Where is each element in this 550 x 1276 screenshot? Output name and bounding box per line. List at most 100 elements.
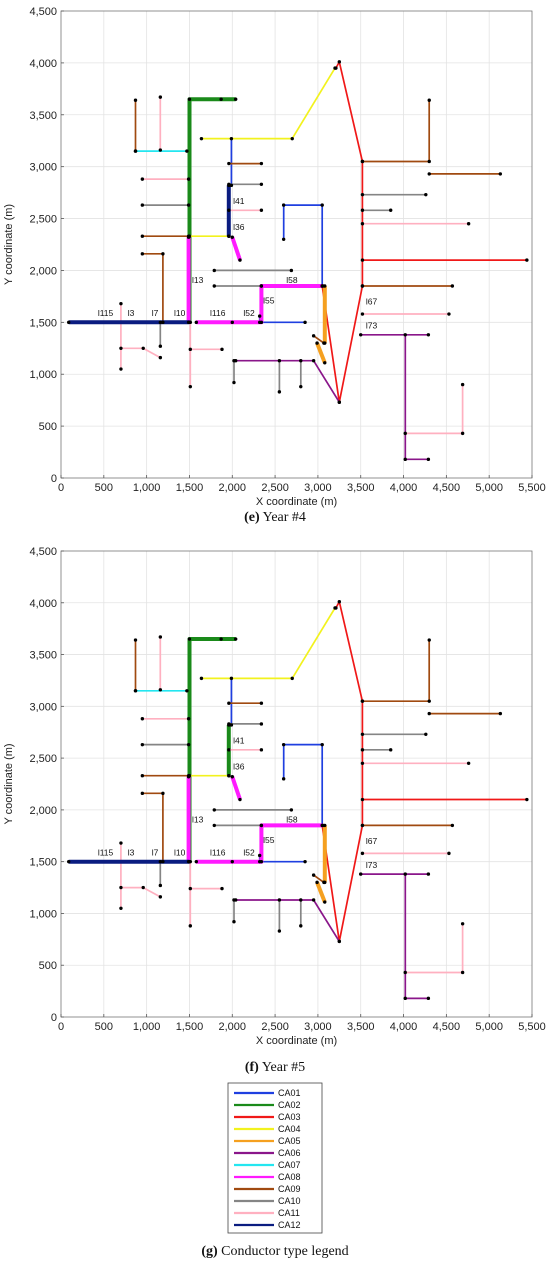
network-node	[303, 320, 307, 325]
network-node	[427, 638, 431, 642]
y-tick-label: 4,000	[29, 58, 57, 70]
network-node	[119, 367, 123, 371]
network-node	[158, 688, 163, 692]
network-node	[360, 192, 365, 197]
network-node	[119, 841, 123, 845]
y-tick-label: 3,500	[29, 650, 57, 662]
x-tick-label: 3,500	[347, 1021, 375, 1033]
y-tick-label: 3,000	[29, 162, 57, 174]
network-node	[259, 748, 264, 752]
y-tick-label: 4,500	[29, 546, 57, 558]
y-tick-label: 2,500	[29, 214, 57, 226]
branch-label: l58	[286, 275, 298, 285]
series-ca11	[120, 97, 469, 435]
network-node	[299, 359, 303, 363]
conductor-line-ca08	[230, 776, 242, 801]
network-node	[323, 361, 327, 365]
network-node	[119, 346, 123, 350]
series-ca11	[120, 637, 469, 974]
network-node	[140, 717, 145, 721]
network-node	[403, 333, 407, 337]
network-node	[321, 284, 325, 288]
legend-label: CA08	[278, 1172, 301, 1182]
network-node	[360, 761, 365, 765]
network-node	[360, 748, 365, 752]
legend-entry-ca11: CA11	[234, 1208, 300, 1218]
network-node	[498, 711, 503, 716]
network-node	[360, 159, 365, 164]
network-node	[360, 312, 365, 316]
branch-label: l36	[233, 222, 245, 232]
network-node	[460, 431, 465, 436]
network-node	[426, 872, 431, 876]
network-node	[230, 320, 234, 325]
network-node	[232, 898, 236, 902]
network-node	[389, 208, 393, 212]
network-node	[259, 182, 264, 187]
network-node	[427, 711, 431, 716]
x-tick-label: 4,500	[433, 482, 461, 494]
network-node	[119, 301, 123, 306]
network-node	[161, 320, 165, 325]
network-node	[227, 722, 231, 726]
network-node	[337, 400, 342, 404]
panel-e-year-4: l115 l3 l7 l10 l116 l52 l13 l41 l36 l55 l58 l67 l73 0…	[3, 6, 546, 508]
caption-f: (f) Year #5	[245, 1060, 305, 1075]
network-node	[186, 717, 191, 721]
x-tick-label: 4,000	[390, 482, 418, 494]
x-tick-label: 1,000	[133, 1021, 161, 1033]
x-tick-label: 5,500	[518, 482, 546, 494]
legend-entry-ca10: CA10	[234, 1196, 301, 1206]
network-node	[427, 98, 431, 102]
y-tick-label: 1,000	[29, 369, 57, 381]
y-tick-label: 1,500	[29, 317, 57, 329]
x-tick-label: 500	[95, 482, 113, 494]
network-node	[277, 359, 282, 363]
branch-label: l55	[263, 835, 275, 845]
x-tick-label: 2,500	[261, 1021, 289, 1033]
network-node	[140, 234, 145, 238]
conductor-line-ca09	[313, 335, 325, 344]
legend-label: CA06	[278, 1148, 301, 1158]
network-node	[158, 344, 163, 348]
legend-entry-ca04: CA04	[234, 1124, 301, 1134]
network-node	[158, 635, 163, 639]
network-node	[427, 699, 431, 703]
network-node	[315, 880, 319, 885]
network-node	[187, 859, 192, 864]
y-tick-label: 1,000	[29, 908, 57, 920]
network-node	[281, 742, 286, 747]
network-node	[140, 742, 145, 747]
network-node	[229, 183, 234, 188]
y-tick-label: 0	[51, 1012, 57, 1024]
legend-label: CA03	[278, 1112, 301, 1122]
network-node	[212, 268, 216, 273]
network-node	[359, 333, 363, 337]
network-node	[259, 284, 264, 288]
branch-label: l3	[128, 308, 135, 318]
caption-g-text: Conductor type legend	[218, 1244, 349, 1259]
network-node	[259, 161, 264, 166]
x-tick-label: 3,000	[304, 1021, 332, 1033]
x-tick-label: 5,000	[475, 482, 503, 494]
branch-label: l3	[128, 847, 135, 857]
legend-entry-ca01: CA01	[234, 1088, 301, 1098]
branch-label: l55	[263, 296, 275, 306]
network-node	[67, 320, 71, 325]
branch-label: l73	[366, 321, 378, 331]
network-node	[289, 808, 294, 812]
network-node	[360, 851, 365, 856]
network-node	[133, 98, 138, 102]
series-ca10	[142, 723, 426, 931]
network-node	[360, 797, 365, 802]
y-tick-label: 2,000	[29, 265, 57, 277]
x-tick-label: 3,500	[347, 482, 375, 494]
x-tick-label: 4,500	[433, 1021, 461, 1033]
network-node	[161, 859, 165, 864]
network-node	[194, 320, 199, 325]
x-tick-label: 5,000	[475, 1021, 503, 1033]
x-axis-label: X coordinate (m)	[256, 1035, 337, 1047]
branch-label: l58	[286, 814, 298, 824]
network-node	[141, 346, 145, 350]
